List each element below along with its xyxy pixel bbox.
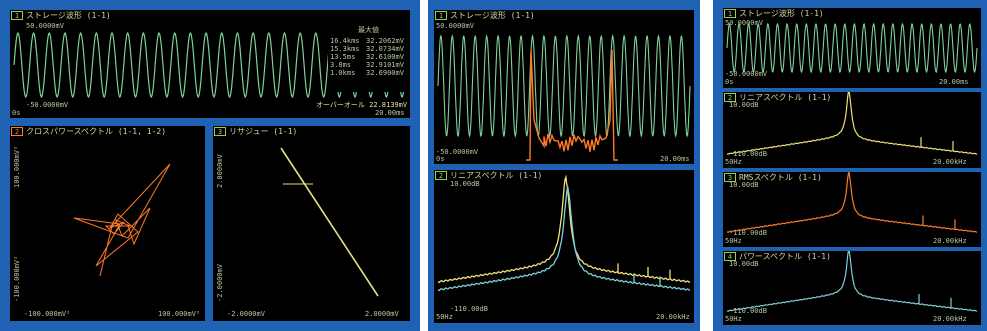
y-top-label: 10.00dB <box>729 260 759 268</box>
y-bottom-label: -110.00dB <box>729 150 767 158</box>
panel-number-tag: 3 <box>724 173 736 182</box>
panel-title: ストレージ波形 (1-1) <box>26 11 111 20</box>
peak-value-4: 32.9101mV <box>366 61 404 69</box>
y-bottom-label: -100.000mV² <box>13 255 21 302</box>
panel-number-tag: 1 <box>11 11 23 20</box>
panel-number-tag: 1 <box>435 11 447 20</box>
x-right-label: 20.00kHz <box>933 237 967 245</box>
spectrum-plot <box>437 174 691 292</box>
left-analyzer-screen: 1 ストレージ波形 (1-1) 50.0000mV 最大値 16.4kms 15… <box>0 0 420 331</box>
x-left-label: 0s <box>12 109 21 117</box>
y-bottom-label: -110.00dB <box>450 305 488 313</box>
waveform-plot <box>437 34 691 161</box>
panel-number-tag: 4 <box>724 252 736 261</box>
right-analyzer-screen: 1 ストレージ波形 (1-1) 50.0000mV -50.0000mV 0s … <box>713 0 987 331</box>
y-top-label: 50.0000mV <box>725 19 763 27</box>
panel-number-tag: 1 <box>724 9 736 18</box>
waveform-plot <box>13 31 407 99</box>
cross-power-spectrum-panel[interactable]: 2 クロスパワースペクトル (1-1, 1-2) 100.000mV² -100… <box>8 124 207 323</box>
y-top-label: 50.0000mV <box>436 22 474 30</box>
rms-spectrum-panel[interactable]: 3 RMSスペクトル (1-1) 10.00dB -110.00dB 50Hz … <box>721 170 983 249</box>
y-top-label: 10.00dB <box>729 101 759 109</box>
panel-number-tag: 2 <box>11 127 23 136</box>
panel-number-tag: 2 <box>435 171 447 180</box>
peak-value-3: 32.6100mV <box>366 53 404 61</box>
peak-value-1: 32.2062mV <box>366 37 404 45</box>
power-spectrum-panel[interactable]: 4 パワースペクトル (1-1) 10.00dB -110.00dB 50Hz … <box>721 249 983 327</box>
panel-number-tag: 2 <box>724 93 736 102</box>
x-right-label: 2.0000mV <box>365 310 399 318</box>
panel-title: ストレージ波形 (1-1) <box>450 11 535 20</box>
peak-freq-5: 1.0kms <box>330 69 356 77</box>
x-left-label: -2.0000mV <box>227 310 265 318</box>
peak-value-2: 32.0734mV <box>366 45 404 53</box>
y-top-label: 2.0000mV <box>216 154 224 188</box>
cross-spectrum-plot <box>73 163 171 277</box>
y-top-label: 50.0000mV <box>26 22 64 30</box>
spectrum-plot <box>726 92 978 155</box>
panel-title: リニアスペクトル (1-1) <box>450 171 543 180</box>
peak-freq-1: 16.4kms <box>330 37 360 45</box>
lissajous-plot <box>280 147 379 297</box>
waveform-plot <box>726 22 978 74</box>
peak-freq-4: 3.8ms <box>330 61 352 69</box>
y-bottom-label: -50.0000mV <box>26 101 69 109</box>
x-left-label: 50Hz <box>725 315 742 323</box>
y-bottom-label: -110.00dB <box>729 229 767 237</box>
storage-waveform-panel[interactable]: 1 ストレージ波形 (1-1) 50.0000mV -50.0000mV 0s … <box>721 6 983 90</box>
middle-analyzer-screen: 1 ストレージ波形 (1-1) 50.0000mV -50.0000mV 0s … <box>428 0 700 331</box>
y-top-label: 10.00dB <box>450 180 480 188</box>
x-right-label: 20.00ms <box>939 78 969 86</box>
linear-spectrum-panel[interactable]: 2 リニアスペクトル (1-1) 10.00dB -110.00dB 50Hz … <box>432 168 696 325</box>
overall-readout: オーバーオール 22.8139mV <box>316 101 408 109</box>
x-right-label: 20.00kHz <box>933 315 967 323</box>
lissajous-panel[interactable]: 3 リサジュー (1-1) 2.0000mV -2.0000mV -2.0000… <box>211 124 412 323</box>
y-top-label: 100.000mV² <box>13 145 21 188</box>
peak-value-5: 32.6900mV <box>366 69 404 77</box>
panel-title: ストレージ波形 (1-1) <box>739 9 824 18</box>
linear-spectrum-panel[interactable]: 2 リニアスペクトル (1-1) 10.00dB -110.00dB 50Hz … <box>721 90 983 170</box>
peak-title: 最大値 <box>358 26 379 34</box>
x-right-label: 20.00ms <box>375 109 405 117</box>
storage-waveform-panel[interactable]: 1 ストレージ波形 (1-1) 50.0000mV 最大値 16.4kms 15… <box>8 8 412 120</box>
x-left-label: 0s <box>725 78 734 86</box>
peak-readout-box: 最大値 16.4kms 15.3kms 13.5ms 3.8ms 1.0kms … <box>328 26 410 92</box>
y-bottom-label: -110.00dB <box>729 307 767 315</box>
panel-title: パワースペクトル (1-1) <box>739 252 831 261</box>
spectrum-plot <box>726 172 978 233</box>
panel-number-tag: 3 <box>214 127 226 136</box>
x-left-label: 0s <box>436 155 445 163</box>
x-left-label: 50Hz <box>725 158 742 166</box>
y-bottom-label: -50.0000mV <box>436 148 479 156</box>
x-right-label: 100.000mV² <box>158 310 201 318</box>
x-right-label: 20.00kHz <box>933 158 967 166</box>
panel-title: リサジュー (1-1) <box>229 127 298 136</box>
x-right-label: 20.00ms <box>660 155 690 163</box>
x-left-label: -100.000mV² <box>24 310 71 318</box>
peak-freq-2: 15.3kms <box>330 45 360 53</box>
x-left-label: 50Hz <box>725 237 742 245</box>
y-bottom-label: -2.0000mV <box>216 264 224 302</box>
x-left-label: 50Hz <box>436 313 453 321</box>
panel-title: リニアスペクトル (1-1) <box>739 93 832 102</box>
y-top-label: 10.00dB <box>729 181 759 189</box>
y-bottom-label: -50.0000mV <box>725 70 768 78</box>
storage-waveform-panel[interactable]: 1 ストレージ波形 (1-1) 50.0000mV -50.0000mV 0s … <box>432 8 696 166</box>
x-right-label: 20.00kHz <box>656 313 690 321</box>
spectrum-plot <box>726 251 978 312</box>
peak-freq-3: 13.5ms <box>330 53 356 61</box>
panel-title: クロスパワースペクトル (1-1, 1-2) <box>26 127 167 136</box>
panel-title: RMSスペクトル (1-1) <box>739 173 822 182</box>
